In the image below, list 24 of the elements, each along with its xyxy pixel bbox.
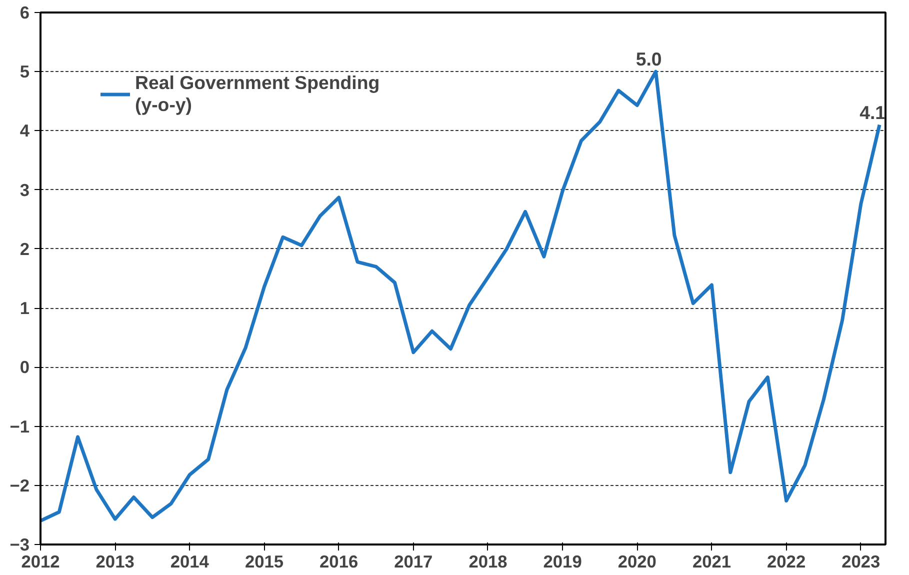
y-tick-label: 5 (20, 62, 30, 82)
y-tick-label: 6 (20, 2, 30, 22)
y-tick-label: 2 (20, 238, 30, 259)
x-tick-label: 2018 (468, 552, 508, 572)
y-tick-label: 4 (20, 120, 30, 141)
legend-label: Real Government Spending (y-o-y) (135, 72, 380, 116)
x-tick-label: 2021 (692, 552, 732, 572)
x-tick-label: 2023 (842, 552, 881, 572)
y-tick-label: 3 (20, 180, 30, 200)
x-tick-label: 2017 (394, 552, 433, 572)
annotation: 5.0 (636, 48, 662, 70)
x-tick-label: 2012 (21, 552, 60, 572)
y-tick-label: −1 (10, 416, 30, 436)
x-tick-label: 2022 (767, 552, 806, 572)
x-tick-label: 2016 (320, 552, 358, 572)
x-tick-label: 2015 (244, 552, 284, 572)
x-tick-label: 2014 (170, 552, 210, 572)
x-tick-label: 2019 (543, 552, 582, 572)
x-tick-label: 2020 (618, 552, 656, 572)
y-tick-label: 1 (20, 298, 30, 318)
x-tick-label: 2013 (96, 552, 135, 572)
y-tick-label: −2 (10, 475, 30, 496)
y-tick-label: 0 (20, 357, 30, 378)
y-tick-label: −3 (10, 534, 30, 554)
